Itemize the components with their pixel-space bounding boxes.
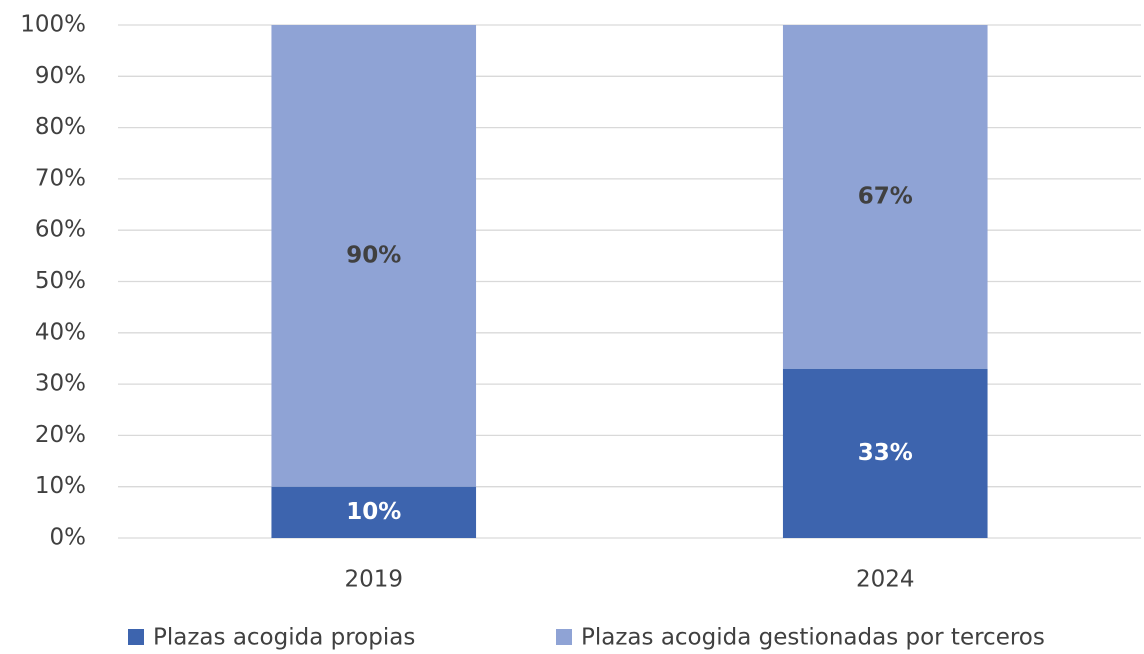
y-tick-label: 30% [35,371,86,397]
y-tick-label: 10% [35,473,86,499]
bar-segment [271,25,477,487]
legend-label: Plazas acogida propias [153,625,415,651]
x-tick-label: 2024 [856,567,915,593]
bar-segment [782,368,988,538]
y-tick-label: 80% [35,114,86,140]
x-tick-label: 2019 [344,567,403,593]
y-tick-label: 70% [35,165,86,191]
data-label: 10% [346,499,401,525]
y-tick-label: 40% [35,319,86,345]
data-label: 67% [858,183,913,209]
y-tick-label: 100% [20,12,86,38]
legend-label: Plazas acogida gestionadas por terceros [581,625,1045,651]
y-tick-label: 90% [35,63,86,89]
legend-swatch [556,629,572,645]
y-tick-label: 60% [35,217,86,243]
y-tick-label: 50% [35,268,86,294]
legend-swatch [128,629,144,645]
data-label: 33% [858,440,913,466]
y-tick-label: 20% [35,422,86,448]
bar-segment [271,486,477,538]
y-tick-label: 0% [50,525,87,551]
data-label: 90% [346,242,401,268]
bar-segment [782,25,988,369]
